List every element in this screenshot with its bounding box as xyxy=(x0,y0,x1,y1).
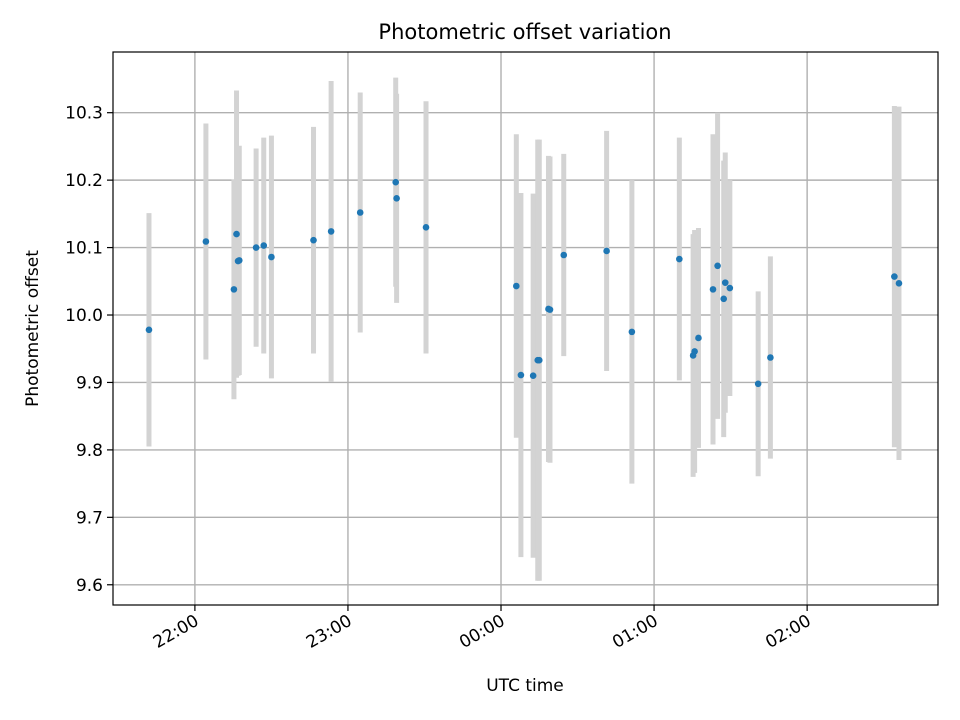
data-point xyxy=(695,334,702,342)
data-point xyxy=(628,328,636,336)
data-point xyxy=(235,257,243,264)
data-point xyxy=(895,280,903,287)
error-bars xyxy=(146,77,902,581)
y-tick-label: 10.3 xyxy=(65,104,103,124)
data-point xyxy=(202,238,210,245)
data-point xyxy=(691,348,698,355)
data-points xyxy=(145,178,903,388)
data-point xyxy=(268,253,275,261)
chart-title: Photometric offset variation xyxy=(378,20,671,44)
data-point xyxy=(726,284,734,292)
y-tick-label: 10.2 xyxy=(65,171,103,191)
data-point xyxy=(560,251,568,259)
data-point xyxy=(252,244,260,251)
data-point xyxy=(233,230,240,238)
y-tick-label: 10.1 xyxy=(65,239,103,259)
data-point xyxy=(230,286,238,293)
y-tick-label: 10.0 xyxy=(65,306,103,326)
data-point xyxy=(535,356,543,364)
y-axis-ticks: 9.6 9.7 9.8 9.9 10.0 10.1 10.2 10.3 xyxy=(65,104,113,596)
y-tick-label: 9.7 xyxy=(76,508,103,528)
data-point xyxy=(709,286,717,293)
y-tick-label: 9.9 xyxy=(76,373,103,393)
x-tick-label: 23:00 xyxy=(303,611,355,653)
data-point xyxy=(546,306,554,313)
data-point xyxy=(676,255,683,263)
data-point xyxy=(392,178,400,186)
x-tick-label: 00:00 xyxy=(456,611,508,653)
data-point xyxy=(767,354,774,361)
data-point xyxy=(310,236,317,244)
y-tick-label: 9.8 xyxy=(76,441,103,461)
y-tick-label: 9.6 xyxy=(76,576,103,596)
x-tick-label: 01:00 xyxy=(609,611,661,653)
x-axis-ticks: 22:00 23:00 00:00 01:00 02:00 xyxy=(150,605,815,653)
data-point xyxy=(145,326,153,334)
data-point xyxy=(720,295,728,303)
data-point xyxy=(714,262,721,270)
data-point xyxy=(891,273,898,280)
plot-frame xyxy=(112,51,939,606)
data-point xyxy=(529,372,537,380)
data-point xyxy=(513,282,520,290)
x-tick-label: 22:00 xyxy=(150,611,202,653)
data-point xyxy=(356,209,364,216)
data-point xyxy=(393,195,400,202)
y-axis-label: Photometric offset xyxy=(23,250,43,407)
data-point xyxy=(754,380,762,388)
data-point xyxy=(422,224,430,231)
data-point xyxy=(721,279,729,286)
data-point xyxy=(603,247,610,255)
data-point xyxy=(517,371,525,379)
data-point xyxy=(260,242,268,249)
data-point xyxy=(327,228,335,235)
x-tick-label: 02:00 xyxy=(762,611,814,653)
x-axis-label: UTC time xyxy=(486,676,564,696)
grid-lines xyxy=(113,52,938,605)
